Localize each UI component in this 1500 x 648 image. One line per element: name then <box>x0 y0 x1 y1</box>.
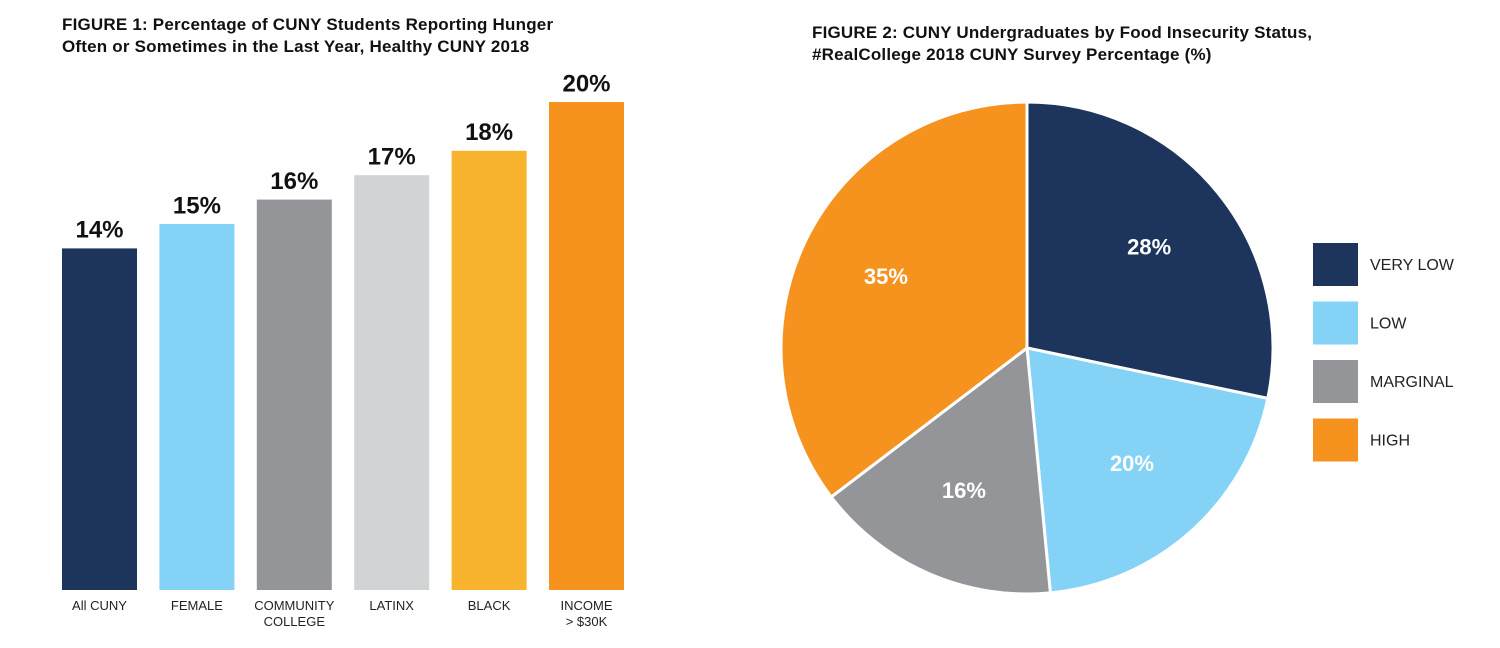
value-label: 16% <box>270 168 318 195</box>
x-tick-label: COMMUNITY COLLEGE <box>254 598 335 629</box>
x-tick-label: BLACK <box>467 598 511 613</box>
legend-label: HIGH <box>1370 433 1410 450</box>
legend-swatch <box>1313 418 1358 462</box>
legend-label: MARGINAL <box>1370 374 1454 391</box>
value-label: 14% <box>75 217 123 244</box>
legend-swatch <box>1313 360 1358 403</box>
value-label: 17% <box>368 144 416 171</box>
x-tick-label: LATINX <box>369 598 414 613</box>
value-label: 16% <box>942 478 986 503</box>
value-label: 20% <box>562 70 610 97</box>
legend-swatch <box>1313 301 1358 345</box>
value-label: 18% <box>465 119 513 146</box>
legend-label: LOW <box>1370 316 1407 333</box>
pie-slice <box>829 345 1053 596</box>
value-label: 35% <box>864 264 908 289</box>
bar <box>256 199 332 590</box>
value-label: 28% <box>1127 235 1171 260</box>
pie-slice <box>779 100 1029 500</box>
pie-slice <box>1025 100 1275 401</box>
bar <box>62 248 137 590</box>
x-tick-label: All CUNY <box>72 598 127 613</box>
bar <box>354 175 430 590</box>
value-label: 20% <box>1110 451 1154 476</box>
x-tick-label: FEMALE <box>170 598 223 613</box>
bar <box>549 102 624 590</box>
pie-slice <box>1025 346 1270 595</box>
value-label: 15% <box>173 192 221 219</box>
bar <box>451 150 527 591</box>
chart-title: FIGURE 1: Percentage of CUNY Students Re… <box>62 15 554 56</box>
legend-swatch <box>1313 243 1358 286</box>
bar <box>159 224 235 590</box>
x-tick-label: INCOME > $30K <box>560 598 613 629</box>
legend-label: VERY LOW <box>1370 257 1455 274</box>
chart-title: FIGURE 2: CUNY Undergraduates by Food In… <box>812 23 1313 64</box>
